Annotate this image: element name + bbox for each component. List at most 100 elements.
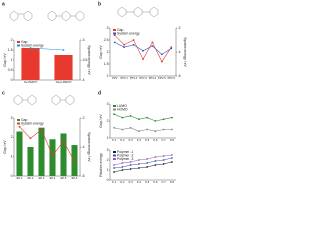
point bbox=[113, 171, 116, 173]
y-tick-label: 2 bbox=[107, 158, 109, 162]
legend-label: Polymer -3 bbox=[117, 157, 134, 161]
panel-label: b bbox=[98, 1, 101, 7]
y2-tick-label: -2 bbox=[82, 116, 85, 120]
y2-axis-label: System energy / eV bbox=[183, 37, 187, 67]
legend-swatch bbox=[17, 122, 20, 125]
point bbox=[154, 120, 157, 122]
line bbox=[114, 127, 172, 132]
y-tick-label: 2 bbox=[107, 119, 109, 123]
y-axis-label: Gap / eV bbox=[99, 114, 103, 128]
y-tick-label: 2.5 bbox=[104, 38, 109, 42]
point bbox=[154, 160, 157, 162]
point bbox=[62, 49, 65, 51]
point bbox=[132, 43, 135, 46]
x-tick-label: EP-6 bbox=[72, 176, 78, 180]
point bbox=[160, 53, 163, 56]
legend-swatch bbox=[113, 108, 116, 111]
point bbox=[137, 167, 140, 169]
y-axis-label: Gap / eV bbox=[99, 45, 103, 59]
y-tick-label: 1 bbox=[107, 136, 109, 140]
point bbox=[51, 154, 54, 157]
y-tick-label: 3 bbox=[11, 116, 13, 120]
point bbox=[121, 166, 124, 168]
point bbox=[160, 60, 163, 63]
x-tick-label: EP-5 bbox=[61, 176, 67, 180]
point bbox=[73, 160, 76, 163]
point bbox=[137, 159, 140, 161]
legend-label: System energy bbox=[117, 31, 140, 35]
point bbox=[162, 118, 165, 121]
point bbox=[113, 113, 116, 116]
legend-swatch bbox=[113, 32, 116, 35]
point bbox=[170, 157, 173, 159]
x-tick-label: P-3 bbox=[129, 138, 134, 142]
point bbox=[162, 159, 165, 161]
x-tick-label: P-7 bbox=[162, 138, 167, 142]
y2-tick-label: -2 bbox=[178, 26, 181, 30]
y-tick-label: 2 bbox=[11, 135, 13, 139]
x-tick-label: P-7 bbox=[162, 180, 167, 184]
x-tick-label: P-4 bbox=[137, 138, 142, 142]
x-tick-label: PPV-5 bbox=[158, 76, 166, 80]
point bbox=[18, 125, 21, 128]
x-tick-label: EP-2 bbox=[28, 176, 34, 180]
legend-swatch bbox=[17, 119, 20, 121]
x-tick-label: PPV-4 bbox=[149, 76, 157, 80]
schematic bbox=[13, 94, 75, 106]
y-axis-label: Relative energy bbox=[99, 153, 103, 177]
x-tick-label: P-1 bbox=[112, 138, 117, 142]
point bbox=[129, 164, 132, 166]
point bbox=[154, 130, 157, 133]
x-tick-label: P-6 bbox=[153, 138, 158, 142]
point bbox=[129, 115, 132, 117]
y-tick-label: 1 bbox=[11, 58, 13, 62]
point bbox=[29, 47, 32, 49]
point bbox=[137, 130, 140, 133]
y2-tick-label: -3 bbox=[82, 38, 85, 42]
panel-label: c bbox=[2, 90, 5, 96]
panel-label: a bbox=[2, 1, 5, 7]
legend-label: HOMO bbox=[117, 107, 128, 111]
legend-swatch bbox=[17, 41, 20, 43]
x-tick-label: PPV-2 bbox=[130, 76, 138, 80]
line bbox=[30, 47, 64, 51]
point bbox=[154, 156, 157, 158]
line bbox=[114, 161, 172, 173]
point bbox=[132, 39, 135, 41]
x-tick-label: P-5 bbox=[145, 180, 150, 184]
y-tick-label: 2 bbox=[107, 50, 109, 54]
y-tick-label: 1.5 bbox=[8, 48, 13, 52]
legend-swatch bbox=[113, 154, 116, 157]
y-tick-label: 1 bbox=[107, 168, 109, 172]
point bbox=[123, 46, 126, 49]
x-tick-label: EP-3 bbox=[39, 176, 45, 180]
x-tick-label: P-8 bbox=[170, 180, 175, 184]
x-tick-label: Trans-PEDOT bbox=[55, 80, 72, 84]
y-tick-label: 0.5 bbox=[8, 68, 13, 72]
point bbox=[170, 116, 173, 119]
point bbox=[113, 126, 116, 129]
point bbox=[146, 116, 149, 119]
point bbox=[146, 128, 149, 131]
x-tick-label: P-2 bbox=[120, 138, 125, 142]
y2-axis-label: System energy / eV bbox=[87, 132, 91, 162]
y-tick-label: 3 bbox=[107, 148, 109, 152]
x-tick-label: P-2 bbox=[120, 180, 125, 184]
point bbox=[40, 128, 43, 131]
y-tick-label: 2 bbox=[11, 38, 13, 42]
point bbox=[154, 164, 157, 166]
point bbox=[121, 128, 124, 131]
legend-swatch bbox=[113, 151, 116, 153]
point bbox=[170, 161, 173, 163]
point bbox=[146, 158, 149, 160]
point bbox=[137, 118, 140, 121]
legend-label: Polymer -1 bbox=[117, 150, 134, 154]
x-tick-label: P-1 bbox=[112, 180, 117, 184]
y2-tick-label: -6 bbox=[82, 174, 85, 178]
line bbox=[114, 157, 172, 169]
point bbox=[121, 169, 124, 171]
point bbox=[146, 162, 149, 164]
legend-label: System energy bbox=[21, 43, 44, 47]
y-axis-label: Gap / eV bbox=[3, 53, 7, 67]
x-tick-label: PPV bbox=[112, 76, 117, 80]
